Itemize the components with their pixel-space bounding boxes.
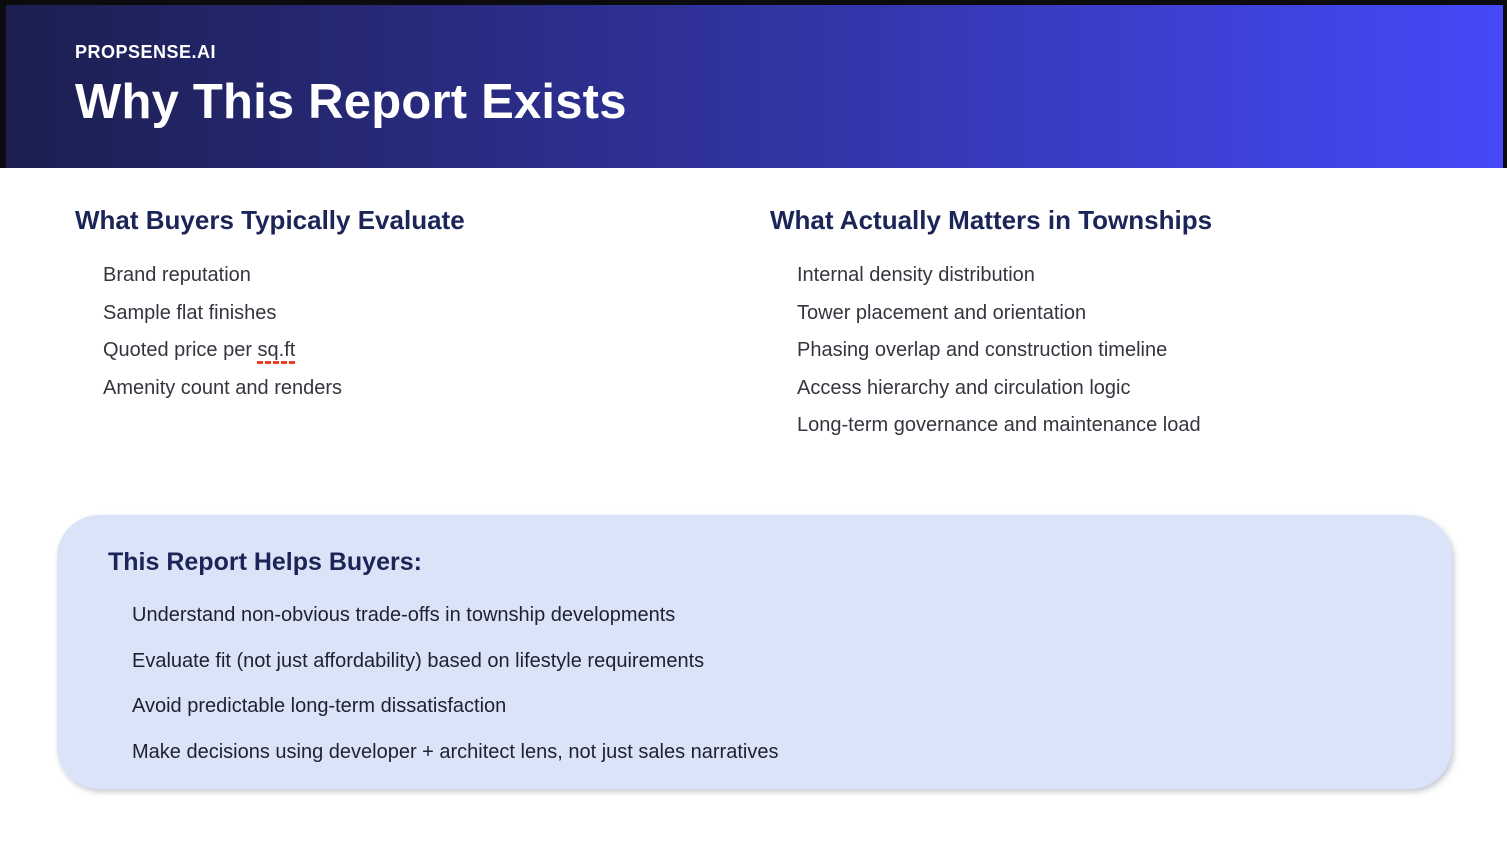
list-item-text: Sample flat finishes: [103, 301, 277, 324]
list-item-text: Evaluate fit (not just affordability) ba…: [132, 649, 705, 672]
list-item: Phasing overlap and construction timelin…: [797, 332, 1470, 370]
page-title: Why This Report Exists: [75, 74, 627, 129]
list-item: Avoid predictable long-term dissatisfact…: [132, 684, 1452, 730]
list-item: Make decisions using developer + archite…: [132, 730, 1452, 776]
brand-name: PROPSENSE.AI: [75, 42, 217, 62]
list-item-text: Phasing overlap and construction timelin…: [797, 339, 1168, 362]
actually-matters-list: Internal density distribution Tower plac…: [770, 257, 1470, 445]
list-item: Long-term governance and maintenance loa…: [797, 407, 1470, 445]
right-column: What Actually Matters in Townships Inter…: [770, 205, 1470, 445]
panel-heading: This Report Helps Buyers:: [108, 548, 422, 576]
list-item: Tower placement and orientation: [797, 295, 1470, 333]
list-item-text: Brand reputation: [103, 264, 251, 287]
misspelled-word: sq.ft: [257, 339, 296, 362]
buyers-evaluate-list: Brand reputation Sample flat finishes Qu…: [75, 257, 735, 407]
list-item: Access hierarchy and circulation logic: [797, 370, 1470, 408]
list-item-text: Internal density distribution: [797, 264, 1035, 287]
list-item: Internal density distribution: [797, 257, 1470, 295]
list-item: Evaluate fit (not just affordability) ba…: [132, 639, 1452, 685]
list-item: Understand non-obvious trade-offs in tow…: [132, 593, 1452, 639]
list-item-text: Amenity count and renders: [103, 376, 343, 399]
report-helps-panel: This Report Helps Buyers: Understand non…: [57, 515, 1452, 789]
right-column-heading: What Actually Matters in Townships: [770, 205, 1213, 235]
report-helps-list: Understand non-obvious trade-offs in tow…: [108, 593, 1452, 775]
list-item: Quoted price per sq.ft: [103, 332, 735, 370]
list-item: Brand reputation: [103, 257, 735, 295]
slide-header: PROPSENSE.AI Why This Report Exists: [6, 5, 1503, 168]
header-frame: PROPSENSE.AI Why This Report Exists: [0, 0, 1507, 168]
list-item-text: Long-term governance and maintenance loa…: [797, 414, 1201, 437]
left-column-heading: What Buyers Typically Evaluate: [75, 205, 465, 235]
list-item-text: Tower placement and orientation: [797, 301, 1087, 324]
list-item: Sample flat finishes: [103, 295, 735, 333]
list-item-text: Quoted price per: [103, 339, 258, 362]
list-item-text: Avoid predictable long-term dissatisfact…: [132, 695, 507, 717]
list-item: Amenity count and renders: [103, 370, 735, 408]
list-item-text: Access hierarchy and circulation logic: [797, 376, 1131, 399]
list-item-text: Make decisions using developer + archite…: [132, 740, 779, 763]
left-column: What Buyers Typically Evaluate Brand rep…: [75, 205, 735, 407]
list-item-text: Understand non-obvious trade-offs in tow…: [132, 604, 676, 626]
